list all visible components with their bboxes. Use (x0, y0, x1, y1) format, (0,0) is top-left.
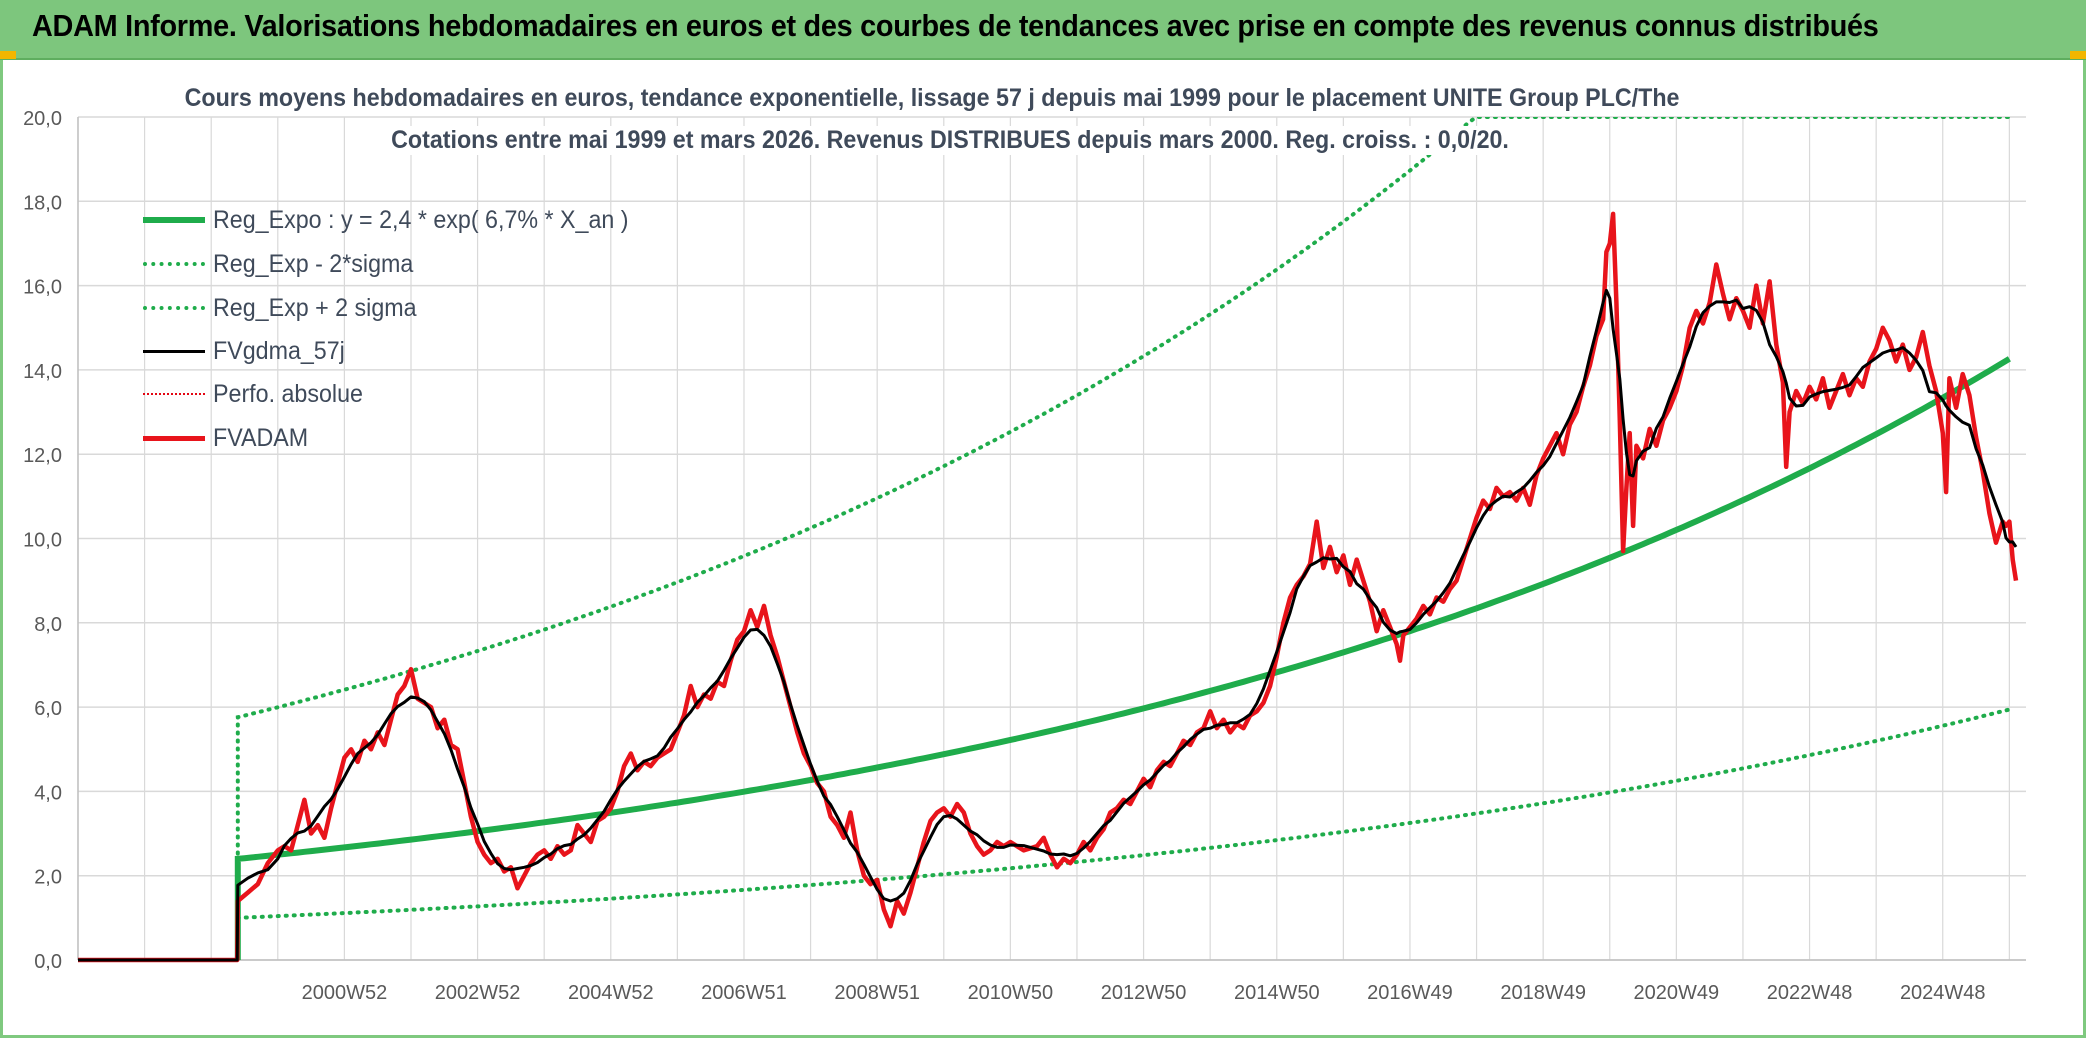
y-tick-label: 6,0 (34, 698, 62, 720)
legend-swatch-reg-exp-minus (143, 262, 205, 266)
x-tick-label: 2000W52 (302, 982, 388, 1004)
legend-swatch-perfo (143, 393, 205, 395)
legend-label-fvgdma: FVgdma_57j (213, 336, 345, 365)
x-tick-label: 2004W52 (568, 982, 654, 1004)
legend-item-fvadam: FVADAM (143, 420, 315, 456)
series-reg-expo (234, 356, 2011, 960)
y-axis-ticks: 0,0 2,0 4,0 6,0 8,0 10,0 12,0 14,0 16,0 18,0 20,0 (23, 108, 62, 973)
x-tick-label: 2002W52 (435, 982, 521, 1004)
y-tick-label: 18,0 (23, 192, 62, 214)
legend-swatch-reg-expo (143, 217, 205, 223)
legend-item-reg-exp-plus: Reg_Exp + 2 sigma (143, 290, 432, 326)
legend-label-reg-expo: Reg_Expo : y = 2,4 * exp( 6,7% * X_an ) (213, 205, 629, 234)
x-axis-ticks: 2000W52 2002W52 2004W52 2006W51 2008W51 2010W… (302, 982, 1986, 1004)
legend-swatch-reg-exp-plus (143, 306, 205, 310)
report-banner: ADAM Informe. Valorisations hebdomadaire… (0, 0, 2086, 60)
legend-item-reg-exp-minus: Reg_Exp - 2*sigma (143, 246, 428, 282)
y-tick-label: 12,0 (23, 445, 62, 467)
chart-title-line1: Cours moyens hebdomadaires en euros, ten… (184, 84, 1680, 113)
legend-item-reg-expo: Reg_Expo : y = 2,4 * exp( 6,7% * X_an ) (143, 202, 660, 238)
legend-label-perfo: Perfo. absolue (213, 379, 363, 408)
banner-corner-right (2070, 51, 2086, 59)
y-tick-label: 16,0 (23, 277, 62, 299)
report-title: ADAM Informe. Valorisations hebdomadaire… (32, 8, 1879, 43)
x-tick-label: 2018W49 (1500, 982, 1586, 1004)
y-tick-label: 14,0 (23, 361, 62, 383)
series-reg-exp-minus-2sigma (235, 707, 2012, 920)
x-tick-label: 2014W50 (1234, 982, 1320, 1004)
series-lines (78, 117, 2019, 963)
x-tick-label: 2016W49 (1367, 982, 1453, 1004)
x-tick-label: 2022W48 (1767, 982, 1853, 1004)
banner-corner-left (0, 51, 16, 59)
y-tick-label: 4,0 (34, 782, 62, 804)
series-reg-exp-plus-2sigma (235, 117, 2012, 920)
legend-label-reg-exp-minus: Reg_Exp - 2*sigma (213, 249, 414, 278)
chart-title-line2: Cotations entre mai 1999 et mars 2026. R… (373, 126, 1527, 155)
x-tick-label: 2024W48 (1900, 982, 1986, 1004)
x-tick-label: 2012W50 (1101, 982, 1187, 1004)
legend-item-fvgdma: FVgdma_57j (143, 333, 355, 369)
y-tick-label: 8,0 (34, 614, 62, 636)
x-tick-label: 2008W51 (834, 982, 920, 1004)
x-tick-label: 2006W51 (701, 982, 787, 1004)
y-tick-label: 0,0 (34, 951, 62, 973)
legend-label-reg-exp-plus: Reg_Exp + 2 sigma (213, 293, 417, 322)
legend-label-fvadam: FVADAM (213, 423, 309, 452)
legend-swatch-fvgdma (143, 349, 205, 353)
legend-swatch-fvadam (143, 435, 205, 441)
grid-lines (77, 116, 2026, 961)
x-tick-label: 2020W49 (1634, 982, 1720, 1004)
legend-item-perfo: Perfo. absolue (143, 376, 374, 412)
y-tick-label: 10,0 (23, 530, 62, 552)
x-tick-label: 2010W50 (968, 982, 1054, 1004)
series-fvgdma-57j (78, 288, 2018, 962)
y-tick-label: 2,0 (34, 867, 62, 889)
y-tick-label: 20,0 (23, 108, 62, 130)
